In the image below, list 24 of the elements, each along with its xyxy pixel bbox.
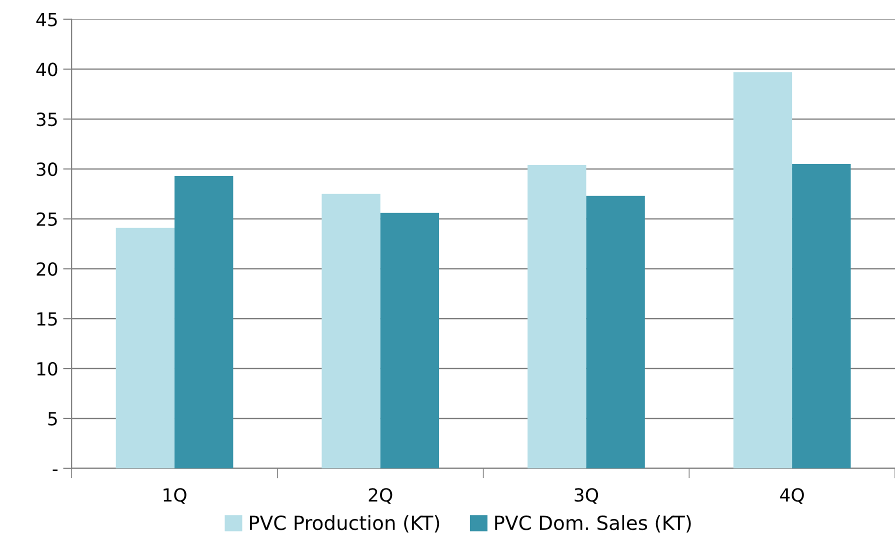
x-tick-label: 4Q: [780, 488, 804, 504]
y-tick-label: 25: [36, 212, 57, 226]
bar: [733, 72, 792, 468]
bar: [380, 212, 440, 468]
y-tick-label: -: [52, 470, 58, 471]
legend-label: PVC Production (KT): [250, 515, 440, 532]
y-tick-label: 10: [37, 362, 58, 376]
y-tick-label: 15: [37, 312, 57, 326]
y-tick-label: 20: [36, 262, 58, 276]
y-tick-label: 45: [36, 12, 57, 26]
y-tick-label: 30: [36, 162, 58, 176]
x-tick-label: 1Q: [164, 488, 186, 504]
bar: [116, 228, 175, 468]
bar: [792, 164, 851, 468]
y-tick-label: 40: [36, 62, 58, 76]
x-tick-label: 3Q: [574, 488, 598, 504]
y-tick-label: 35: [36, 112, 57, 126]
bar: [322, 194, 380, 468]
bar: [174, 176, 234, 468]
y-tick-label: 5: [48, 412, 57, 426]
legend-label: PVC Dom. Sales (KT): [495, 515, 691, 532]
x-tick-label: 2Q: [368, 488, 392, 504]
bar: [528, 164, 586, 468]
bar: [586, 196, 645, 468]
